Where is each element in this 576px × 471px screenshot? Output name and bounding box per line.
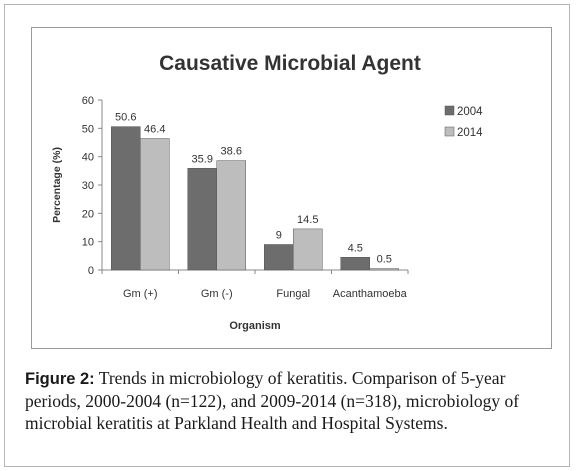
x-tick-label: Gm (-) [201, 288, 233, 300]
bar-2004 [187, 168, 217, 271]
x-tick-label: Fungal [276, 288, 310, 300]
bar-chart: Causative Microbial Agent 0 10 20 30 40 50 60 Gm… [51, 52, 483, 332]
bar-2014 [216, 160, 246, 271]
y-tick-label: 50 [82, 123, 94, 135]
bar-2004 [111, 126, 141, 271]
bar-2014 [369, 268, 399, 271]
x-axis-title: Organism [229, 320, 281, 332]
legend-label-2014: 2014 [457, 127, 483, 139]
x-tick-label: Acanthamoeba [333, 288, 408, 300]
y-axis-title: Percentage (%) [51, 147, 63, 223]
caption-text: Trends in microbiology of keratitis. Com… [25, 368, 520, 433]
legend-swatch-2004 [444, 105, 455, 116]
data-label: 14.5 [297, 214, 318, 226]
bar-2004 [264, 244, 294, 271]
bar-2014 [293, 228, 323, 271]
y-tick-label: 20 [82, 208, 94, 220]
y-tick-label: 40 [82, 152, 94, 164]
figure-frame: Causative Microbial Agent 0 10 20 30 40 50 60 Gm… [4, 4, 570, 467]
y-tick-label: 10 [82, 237, 94, 249]
bar-2014 [140, 138, 170, 271]
legend-label-2004: 2004 [457, 106, 483, 118]
caption-label: Figure 2: [25, 370, 95, 388]
x-tick-label: Gm (+) [123, 288, 158, 300]
chart-title: Causative Microbial Agent [159, 52, 421, 75]
data-label: 35.9 [192, 153, 213, 165]
y-tick-label: 0 [88, 265, 94, 277]
y-tick-label: 60 [82, 95, 94, 107]
data-label: 0.5 [377, 254, 392, 266]
chart-container: Causative Microbial Agent 0 10 20 30 40 50 60 Gm… [31, 27, 552, 349]
data-label: 4.5 [348, 242, 363, 254]
figure-caption: Figure 2: Trends in microbiology of kera… [25, 367, 565, 434]
data-label: 9 [276, 230, 282, 242]
y-tick-label: 30 [82, 180, 94, 192]
data-label: 46.4 [144, 124, 165, 136]
bar-2004 [340, 257, 370, 271]
data-label: 38.6 [221, 146, 242, 158]
data-label: 50.6 [115, 112, 136, 124]
legend-swatch-2014 [444, 126, 455, 137]
